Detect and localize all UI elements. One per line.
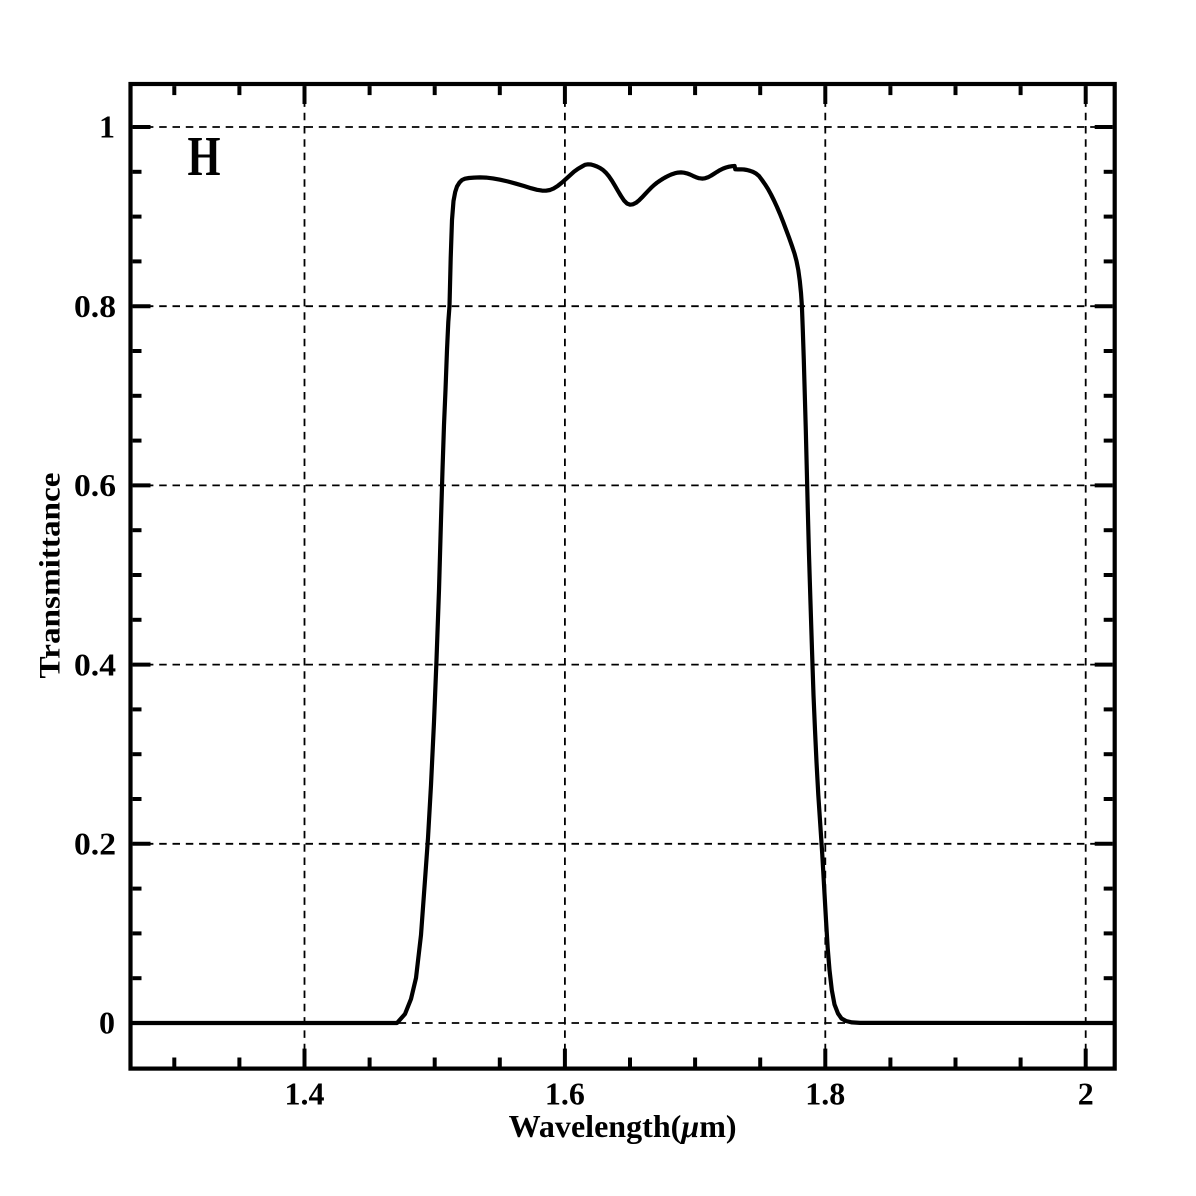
svg-text:0.6: 0.6	[74, 467, 116, 503]
svg-text:1.4: 1.4	[285, 1076, 325, 1112]
svg-text:2: 2	[1078, 1076, 1094, 1112]
svg-text:0.4: 0.4	[74, 646, 116, 682]
svg-text:1.8: 1.8	[805, 1076, 845, 1112]
svg-text:1.6: 1.6	[545, 1076, 585, 1112]
svg-text:H: H	[188, 126, 221, 188]
svg-text:1: 1	[99, 109, 115, 145]
svg-text:Wavelength(μm): Wavelength(μm)	[509, 1109, 737, 1144]
svg-text:0: 0	[99, 1005, 115, 1041]
svg-text:0.2: 0.2	[74, 826, 116, 862]
svg-text:0.8: 0.8	[74, 288, 116, 324]
svg-text:Transmittance: Transmittance	[34, 473, 67, 679]
